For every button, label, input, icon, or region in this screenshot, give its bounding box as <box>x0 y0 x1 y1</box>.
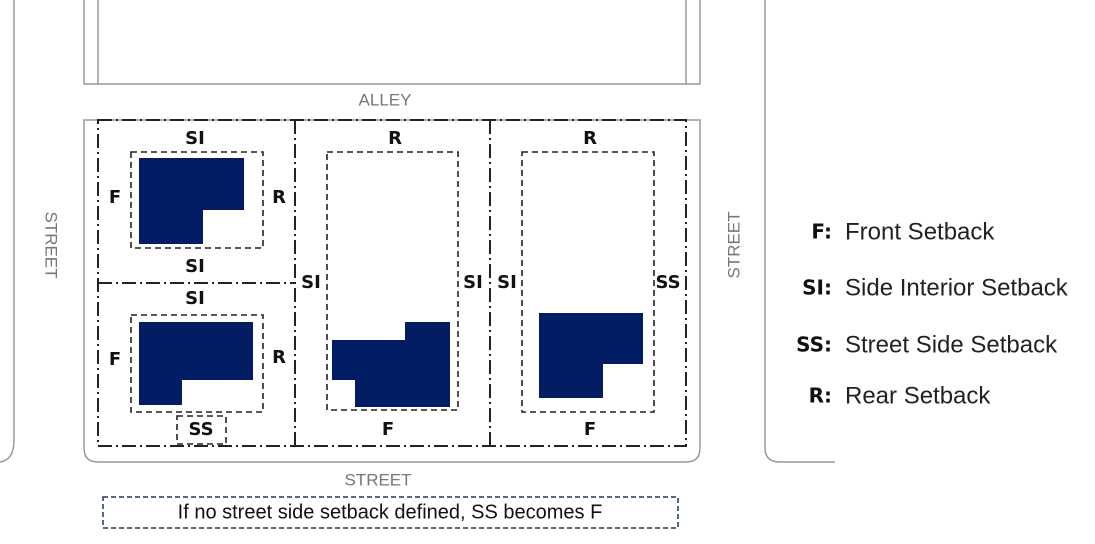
setback-envelope <box>130 151 264 249</box>
legend-label: Rear Setback <box>845 382 991 409</box>
building <box>139 158 244 244</box>
note-text: If no street side setback defined, SS be… <box>178 501 603 523</box>
legend-key: SS: <box>796 333 832 357</box>
setback-envelope <box>521 151 655 413</box>
ss-box <box>176 415 227 445</box>
building <box>332 322 450 407</box>
setback-label: SS <box>188 419 213 440</box>
setback-envelope <box>326 151 459 411</box>
setback-label: F <box>584 419 596 440</box>
legend-key: F: <box>811 220 832 244</box>
setback-label: R <box>272 347 286 368</box>
setback-label: SI <box>185 128 205 149</box>
alley-label: ALLEY <box>359 90 412 109</box>
legend-label: Street Side Setback <box>845 331 1058 358</box>
lower-block <box>83 119 701 463</box>
legend-label: Front Setback <box>845 218 995 245</box>
building <box>139 322 253 405</box>
setback-label: F <box>109 349 121 370</box>
legend-label: Side Interior Setback <box>845 274 1069 301</box>
setback-label: SI <box>463 272 483 293</box>
setback-envelope <box>130 314 264 413</box>
legend-key: R: <box>809 384 832 408</box>
setback-label: R <box>388 128 402 149</box>
setback-label: R <box>583 128 597 149</box>
setback-label: SI <box>185 288 205 309</box>
setback-label: SI <box>301 272 321 293</box>
top-block <box>83 0 701 85</box>
street-label: STREET <box>344 470 411 489</box>
setback-label: F <box>109 187 121 208</box>
setback-label: SI <box>185 256 205 277</box>
note-box <box>102 496 679 529</box>
street-label: STREET <box>42 211 61 278</box>
setback-label: R <box>272 187 286 208</box>
right-street-edge <box>764 0 835 463</box>
setback-label: SI <box>497 272 517 293</box>
building <box>539 313 643 398</box>
setback-label: F <box>382 419 394 440</box>
lot-line <box>98 120 491 446</box>
left-street-edge <box>0 0 15 463</box>
legend-key: SI: <box>802 276 832 300</box>
setback-label: SS <box>655 272 680 293</box>
street-label: STREET <box>724 211 743 278</box>
